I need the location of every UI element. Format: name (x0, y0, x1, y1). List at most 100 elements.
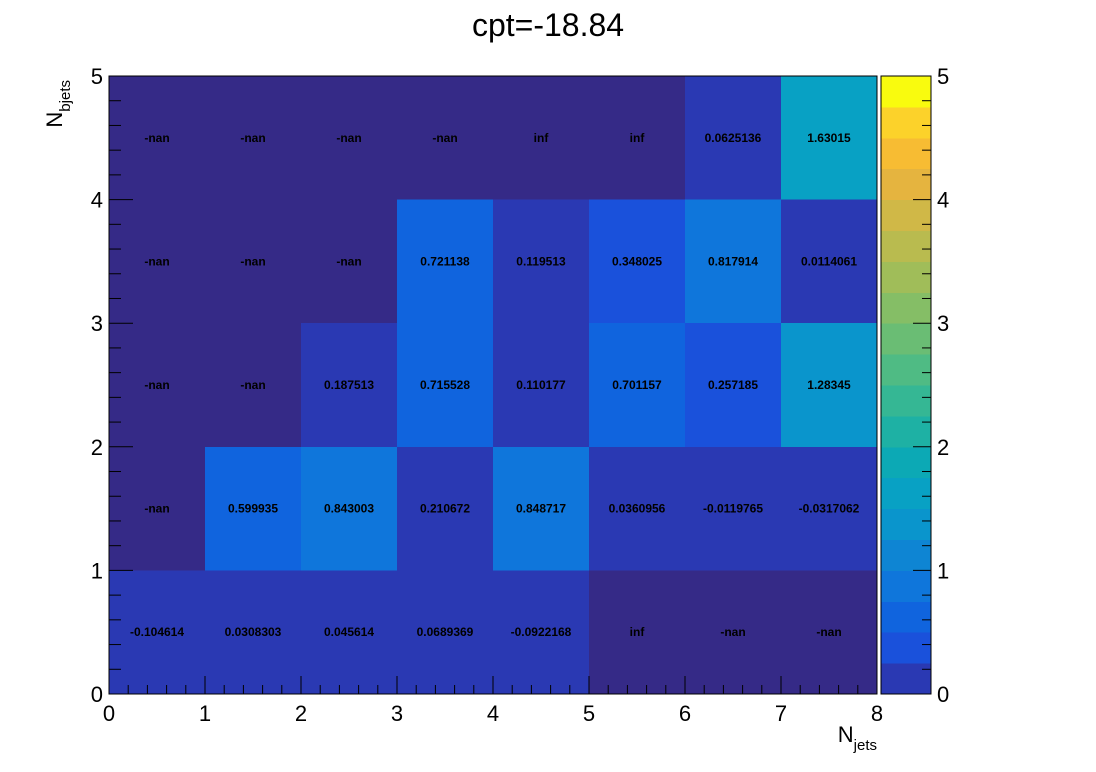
y-tick-label: 4 (91, 188, 103, 213)
heatmap-cell (301, 199, 398, 324)
colorbar-swatch (881, 261, 931, 293)
x-axis-label-main: N (838, 722, 854, 747)
chart-title: cpt=-18.84 (472, 7, 624, 43)
heatmap-cell (781, 323, 878, 448)
cell-value-label: 0.701157 (612, 378, 662, 392)
x-tick-label: 2 (295, 701, 307, 726)
cell-value-label: 0.119513 (516, 254, 566, 268)
x-tick-label: 7 (775, 701, 787, 726)
x-axis-label-subscript: jets (853, 737, 877, 754)
cell-value-label: -nan (432, 131, 457, 145)
heatmap-cell (205, 570, 302, 695)
colorbar-tick-label: 2 (937, 435, 949, 460)
cell-value-label: 0.848717 (516, 502, 566, 516)
colorbar-swatch (881, 168, 931, 201)
y-tick-label: 1 (91, 558, 103, 583)
colorbar-swatch (881, 137, 931, 170)
cell-value-label: 0.348025 (612, 254, 662, 268)
y-axis: 0 1 2 3 4 5 (91, 64, 133, 707)
y-tick-label: 2 (91, 435, 103, 460)
colorbar-swatch (881, 570, 931, 602)
heatmap-cell (109, 446, 206, 571)
heatmap-cell (589, 76, 686, 201)
cell-value-label: 0.210672 (420, 502, 470, 516)
heatmap-cell (685, 323, 782, 448)
colorbar-tick-label: 1 (937, 558, 949, 583)
heatmap-cell (205, 323, 302, 448)
x-axis-label: Njets (838, 722, 877, 754)
y-axis-label-subscript: bjets (57, 80, 74, 112)
colorbar-swatch (881, 663, 931, 695)
cell-value-label: -nan (144, 502, 169, 516)
cell-value-label: -nan (336, 254, 361, 268)
colorbar-tick-label: 4 (937, 188, 949, 213)
cell-value-label: inf (630, 625, 646, 639)
heatmap-cell (589, 570, 686, 695)
cell-value-label: -nan (240, 131, 265, 145)
cell-value-label: -0.104614 (130, 625, 184, 639)
heatmap-cell (685, 570, 782, 695)
heatmap-cell (397, 76, 494, 201)
heatmap-cell (109, 570, 206, 695)
cell-value-label: -nan (816, 625, 841, 639)
colorbar: 0 1 2 3 4 5 (880, 64, 949, 707)
heatmap-cell (685, 446, 782, 571)
x-tick-label: 6 (679, 701, 691, 726)
cell-value-label: -nan (144, 378, 169, 392)
heatmap-cell (781, 446, 878, 571)
colorbar-swatch (881, 446, 931, 479)
heatmap-cell (685, 199, 782, 324)
cell-value-label: 0.257185 (708, 378, 758, 392)
heatmap-cell (781, 76, 878, 201)
cell-value-label: 0.045614 (324, 625, 374, 639)
colorbar-swatch (881, 292, 931, 324)
x-tick-label: 4 (487, 701, 499, 726)
heatmap-cell (301, 323, 398, 448)
heatmap-cell (493, 570, 590, 695)
y-tick-label: 5 (91, 64, 103, 89)
heatmap-cell (301, 76, 398, 201)
heatmap-cell (493, 76, 590, 201)
heatmap-cell (397, 446, 494, 571)
colorbar-swatch (881, 508, 931, 540)
cell-value-label: -nan (240, 254, 265, 268)
cell-value-label: -0.0119765 (703, 502, 763, 516)
colorbar-tick-label: 5 (937, 64, 949, 89)
cell-value-label: -nan (240, 378, 265, 392)
x-tick-label: 8 (871, 701, 883, 726)
heatmap-cell (589, 323, 686, 448)
colorbar-swatch (881, 477, 931, 510)
heatmap-cell (205, 446, 302, 571)
cell-value-label: 0.843003 (324, 502, 374, 516)
heatmap-cell (493, 446, 590, 571)
heatmap-cells (109, 76, 878, 695)
heatmap-cell (589, 446, 686, 571)
cell-value-label: 0.0114061 (801, 254, 857, 268)
colorbar-swatch (881, 632, 931, 664)
x-tick-label: 1 (199, 701, 211, 726)
colorbar-frame (880, 75, 932, 695)
y-tick-label: 0 (91, 682, 103, 707)
cell-value-label: 0.817914 (708, 254, 758, 268)
heatmap-cell (109, 199, 206, 324)
colorbar-swatch (881, 354, 931, 386)
x-axis: 0 1 2 3 4 5 6 7 8 (103, 676, 883, 726)
cell-value-label: 0.0308303 (225, 625, 282, 639)
colorbar-swatch (881, 539, 931, 571)
y-tick-label: 3 (91, 311, 103, 336)
heatmap-cell (397, 199, 494, 324)
cell-value-label: inf (630, 131, 646, 145)
cell-value-label: 0.0689369 (417, 625, 474, 639)
x-tick-label: 3 (391, 701, 403, 726)
cell-value-label: 0.187513 (324, 378, 374, 392)
heatmap-cell (205, 76, 302, 201)
heatmap-cell (781, 199, 878, 324)
y-axis-label-main: N (42, 112, 67, 128)
cell-value-label: -nan (144, 131, 169, 145)
cell-value-label: -0.0317062 (799, 502, 860, 516)
heatmap-cell (493, 323, 590, 448)
colorbar-swatch (881, 415, 931, 448)
cell-value-label: 1.28345 (807, 378, 851, 392)
colorbar-tick-label: 0 (937, 682, 949, 707)
